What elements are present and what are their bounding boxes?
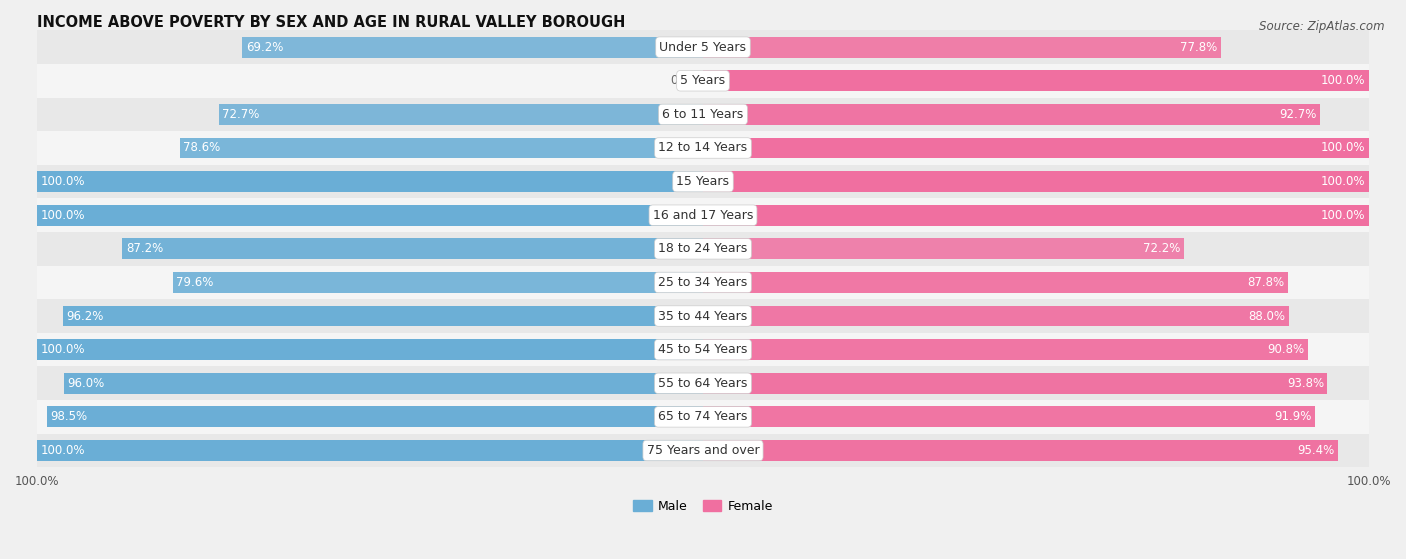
Text: 35 to 44 Years: 35 to 44 Years: [658, 310, 748, 323]
Bar: [703, 70, 1369, 91]
Text: 25 to 34 Years: 25 to 34 Years: [658, 276, 748, 289]
Bar: [703, 306, 1289, 326]
Bar: [37, 434, 1369, 467]
Legend: Male, Female: Male, Female: [628, 495, 778, 518]
Text: 100.0%: 100.0%: [41, 444, 86, 457]
Bar: [37, 400, 1369, 434]
Text: 87.8%: 87.8%: [1247, 276, 1284, 289]
Bar: [703, 339, 1308, 360]
Bar: [173, 272, 703, 293]
Text: 100.0%: 100.0%: [1320, 141, 1365, 154]
Bar: [37, 266, 1369, 299]
Text: 78.6%: 78.6%: [183, 141, 221, 154]
Bar: [63, 373, 703, 394]
Text: 16 and 17 Years: 16 and 17 Years: [652, 209, 754, 222]
Bar: [37, 64, 1369, 98]
Bar: [703, 37, 1220, 58]
Text: 72.2%: 72.2%: [1143, 242, 1181, 255]
Bar: [37, 232, 1369, 266]
Text: 88.0%: 88.0%: [1249, 310, 1285, 323]
Text: 100.0%: 100.0%: [1320, 175, 1365, 188]
Text: 96.0%: 96.0%: [67, 377, 104, 390]
Bar: [703, 238, 1184, 259]
Bar: [180, 138, 703, 158]
Bar: [122, 238, 703, 259]
Text: 77.8%: 77.8%: [1181, 41, 1218, 54]
Text: 100.0%: 100.0%: [1320, 209, 1365, 222]
Bar: [48, 406, 703, 427]
Bar: [37, 367, 1369, 400]
Text: 55 to 64 Years: 55 to 64 Years: [658, 377, 748, 390]
Text: Under 5 Years: Under 5 Years: [659, 41, 747, 54]
Text: 0.0%: 0.0%: [671, 74, 700, 87]
Bar: [703, 373, 1327, 394]
Text: Source: ZipAtlas.com: Source: ZipAtlas.com: [1260, 20, 1385, 32]
Bar: [37, 198, 1369, 232]
Bar: [703, 138, 1369, 158]
Bar: [37, 205, 703, 226]
Text: 75 Years and over: 75 Years and over: [647, 444, 759, 457]
Text: 98.5%: 98.5%: [51, 410, 87, 423]
Text: 96.2%: 96.2%: [66, 310, 103, 323]
Bar: [219, 104, 703, 125]
Bar: [703, 171, 1369, 192]
Text: 12 to 14 Years: 12 to 14 Years: [658, 141, 748, 154]
Text: 45 to 54 Years: 45 to 54 Years: [658, 343, 748, 356]
Text: 87.2%: 87.2%: [125, 242, 163, 255]
Bar: [37, 165, 1369, 198]
Text: 65 to 74 Years: 65 to 74 Years: [658, 410, 748, 423]
Bar: [703, 205, 1369, 226]
Text: 90.8%: 90.8%: [1267, 343, 1305, 356]
Bar: [37, 440, 703, 461]
Bar: [37, 98, 1369, 131]
Bar: [62, 306, 703, 326]
Bar: [37, 30, 1369, 64]
Bar: [242, 37, 703, 58]
Text: 69.2%: 69.2%: [246, 41, 283, 54]
Text: 100.0%: 100.0%: [41, 343, 86, 356]
Bar: [37, 299, 1369, 333]
Text: 100.0%: 100.0%: [41, 175, 86, 188]
Text: 15 Years: 15 Years: [676, 175, 730, 188]
Text: 79.6%: 79.6%: [176, 276, 214, 289]
Bar: [703, 272, 1288, 293]
Text: 91.9%: 91.9%: [1274, 410, 1312, 423]
Bar: [37, 131, 1369, 165]
Bar: [37, 171, 703, 192]
Bar: [703, 440, 1339, 461]
Bar: [703, 104, 1320, 125]
Text: 100.0%: 100.0%: [41, 209, 86, 222]
Text: 95.4%: 95.4%: [1298, 444, 1334, 457]
Text: 18 to 24 Years: 18 to 24 Years: [658, 242, 748, 255]
Text: 92.7%: 92.7%: [1279, 108, 1317, 121]
Text: 72.7%: 72.7%: [222, 108, 260, 121]
Text: 6 to 11 Years: 6 to 11 Years: [662, 108, 744, 121]
Bar: [37, 333, 1369, 367]
Text: 5 Years: 5 Years: [681, 74, 725, 87]
Text: INCOME ABOVE POVERTY BY SEX AND AGE IN RURAL VALLEY BOROUGH: INCOME ABOVE POVERTY BY SEX AND AGE IN R…: [37, 15, 626, 30]
Bar: [703, 406, 1315, 427]
Text: 100.0%: 100.0%: [1320, 74, 1365, 87]
Bar: [37, 339, 703, 360]
Text: 93.8%: 93.8%: [1286, 377, 1324, 390]
